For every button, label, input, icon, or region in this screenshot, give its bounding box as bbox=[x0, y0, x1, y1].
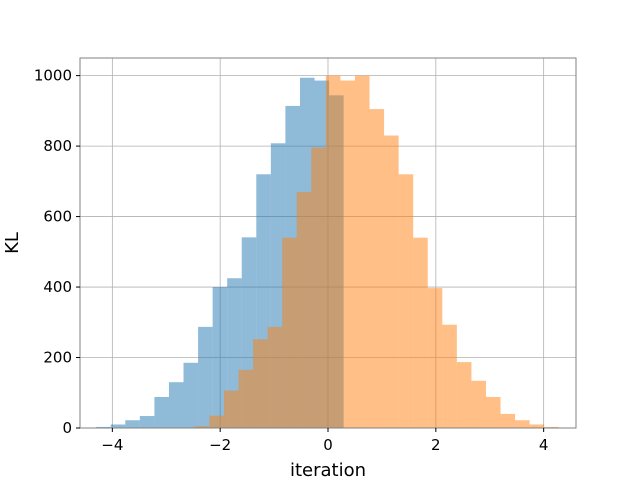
histogram-bar-series-2 bbox=[209, 415, 224, 428]
histogram-bar-series-2 bbox=[223, 390, 239, 428]
histogram-bars bbox=[96, 75, 559, 429]
histogram-bar-series-2 bbox=[282, 237, 297, 428]
histogram-bar-series-2 bbox=[253, 339, 268, 428]
histogram-bar-series-2 bbox=[354, 75, 370, 428]
histogram-bar-series-2 bbox=[471, 380, 486, 428]
y-axis-title: KL bbox=[2, 232, 23, 254]
histogram-bar-series-1 bbox=[183, 362, 199, 428]
histogram-bar-series-1 bbox=[96, 426, 111, 428]
histogram-bar-series-1 bbox=[212, 287, 228, 428]
histogram-bar-series-2 bbox=[427, 288, 443, 428]
histogram-bar-series-2 bbox=[267, 326, 283, 428]
histogram-bar-series-1 bbox=[154, 396, 169, 428]
y-tick-label: 200 bbox=[43, 349, 72, 367]
y-tick-label: 0 bbox=[62, 419, 72, 437]
histogram-bar-series-1 bbox=[125, 420, 140, 428]
histogram-bar-series-2 bbox=[456, 362, 472, 428]
x-tick-label: 2 bbox=[431, 436, 441, 454]
histogram-bar-series-2 bbox=[384, 135, 399, 428]
y-tick-label: 800 bbox=[43, 137, 72, 155]
x-tick-label: −4 bbox=[101, 436, 123, 454]
histogram-bar-series-2 bbox=[413, 237, 428, 428]
histogram-bar-series-2 bbox=[369, 109, 385, 428]
histogram-bar-series-2 bbox=[238, 369, 254, 428]
histogram-bar-series-2 bbox=[529, 424, 545, 428]
histogram-bar-series-2 bbox=[296, 191, 312, 428]
x-axis-title: iteration bbox=[290, 460, 366, 480]
x-tick-label: 0 bbox=[323, 436, 333, 454]
y-tick-label: 600 bbox=[43, 208, 72, 226]
x-tick-label: 4 bbox=[539, 436, 549, 454]
y-tick-label: 1000 bbox=[34, 67, 72, 85]
histogram-bar-series-2 bbox=[485, 396, 501, 428]
x-tick-label: −2 bbox=[209, 436, 231, 454]
axis-ticks: −4 −2 0 2 4 0 200 400 600 800 1000 bbox=[34, 67, 549, 454]
histogram-bar-series-1 bbox=[227, 278, 242, 428]
histogram-bar-series-1 bbox=[139, 416, 155, 428]
histogram-bar-series-1 bbox=[198, 326, 213, 428]
y-tick-label: 400 bbox=[43, 278, 72, 296]
histogram-bar-series-2 bbox=[194, 426, 210, 428]
histogram-bar-series-2 bbox=[340, 80, 355, 429]
histogram-bar-series-2 bbox=[325, 75, 341, 428]
histogram-bar-series-2 bbox=[515, 420, 530, 428]
histogram-bar-series-2 bbox=[311, 147, 326, 428]
histogram-bar-series-1 bbox=[168, 382, 184, 428]
histogram-bar-series-2 bbox=[500, 413, 516, 428]
histogram-bar-series-2 bbox=[544, 426, 559, 428]
histogram-bar-series-2 bbox=[442, 324, 457, 428]
histogram-bar-series-1 bbox=[110, 424, 126, 428]
histogram-bar-series-2 bbox=[398, 174, 414, 428]
